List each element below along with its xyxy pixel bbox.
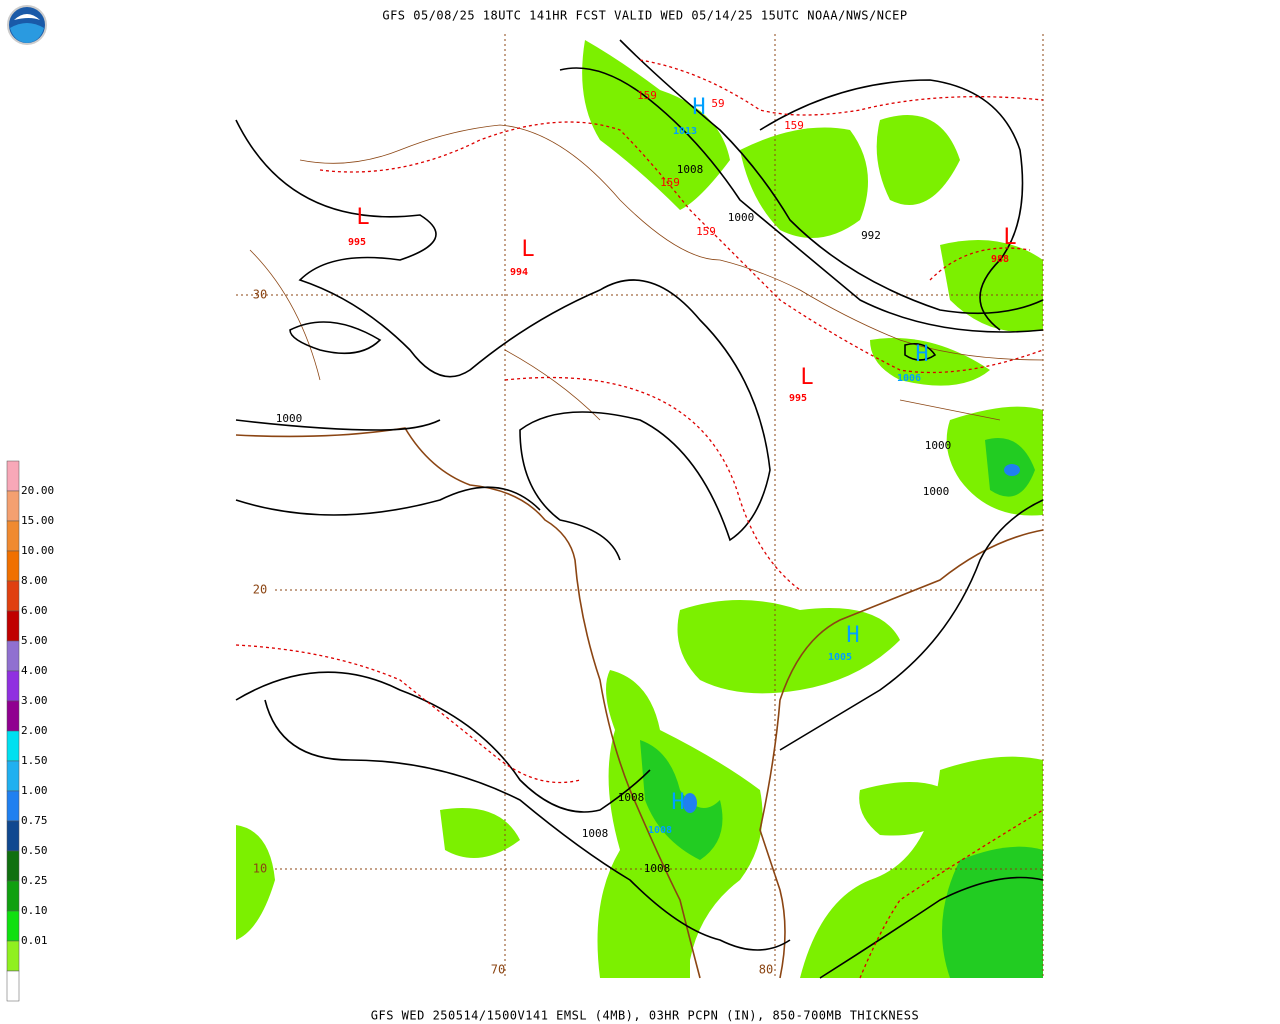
pressure-center-value: 988 — [991, 254, 1009, 265]
legend-swatch — [6, 850, 20, 882]
legend-label: 4.00 — [21, 664, 48, 677]
grid-label: 80 — [759, 963, 773, 977]
legend-label: 15.00 — [21, 514, 54, 527]
legend-label: 0.25 — [21, 874, 48, 887]
isobar-label: 1008 — [644, 862, 671, 875]
legend-label: 6.00 — [21, 604, 48, 617]
pressure-center-symbol: H — [846, 623, 859, 648]
header-title: GFS 05/08/25 18UTC 141HR FCST VALID WED … — [382, 9, 907, 23]
isobar-label: 1008 — [677, 163, 704, 176]
legend-swatch — [6, 670, 20, 702]
legend-swatch — [6, 550, 20, 582]
legend-swatch — [6, 610, 20, 642]
legend-label: 1.50 — [21, 754, 48, 767]
legend-label: 20.00 — [21, 484, 54, 497]
noaa-logo — [7, 5, 47, 45]
legend-swatch — [6, 490, 20, 522]
isobar-label: 1000 — [276, 412, 303, 425]
thickness-label: 159 — [637, 89, 657, 102]
pressure-center-symbol: H — [671, 790, 684, 815]
legend-label: 5.00 — [21, 634, 48, 647]
pressure-center-symbol: L — [1003, 225, 1016, 250]
legend-swatch — [6, 640, 20, 672]
thickness-contours — [235, 59, 1044, 979]
legend-label: 0.10 — [21, 904, 48, 917]
legend-swatch — [6, 700, 20, 732]
legend-swatch — [6, 820, 20, 852]
pressure-center-value: 1005 — [828, 652, 852, 663]
thickness-label: 159 — [660, 176, 680, 189]
legend-label: 2.00 — [21, 724, 48, 737]
legend-swatch — [6, 970, 20, 1002]
thickness-label: 159 — [784, 119, 804, 132]
isobar-label: 1000 — [728, 211, 755, 224]
legend-swatch — [6, 880, 20, 912]
isobar-label: 1008 — [582, 827, 609, 840]
pressure-center-value: 995 — [348, 237, 366, 248]
legend-label: 3.00 — [21, 694, 48, 707]
thickness-label: 59 — [711, 97, 724, 110]
legend-swatch — [6, 730, 20, 762]
pressure-center-symbol: L — [356, 205, 369, 230]
pressure-center-symbol: H — [915, 342, 928, 367]
legend-swatch — [6, 520, 20, 552]
legend-swatch — [6, 760, 20, 792]
legend-label: 10.00 — [21, 544, 54, 557]
pressure-center-value: 1008 — [648, 825, 672, 836]
grid-label: 10 — [253, 862, 267, 876]
thickness-label: 159 — [696, 225, 716, 238]
footer-caption: GFS WED 250514/1500V141 EMSL (4MB), 03HR… — [371, 1009, 919, 1023]
legend-label: 8.00 — [21, 574, 48, 587]
isobar-label: 1000 — [923, 485, 950, 498]
pressure-center-value: 1006 — [897, 373, 921, 384]
pressure-center-value: 994 — [510, 267, 528, 278]
legend-label: 0.75 — [21, 814, 48, 827]
legend-label: 0.01 — [21, 934, 48, 947]
legend-swatch — [6, 460, 20, 492]
pressure-center-symbol: H — [692, 95, 705, 120]
legend-swatch — [6, 790, 20, 822]
legend-swatch — [6, 910, 20, 942]
legend-label: 1.00 — [21, 784, 48, 797]
grid-label: 20 — [253, 583, 267, 597]
precipitation — [236, 40, 1043, 978]
isobar-label: 1008 — [618, 791, 645, 804]
legend: 20.00 15.00 10.00 8.00 6.00 5.00 4.00 3.00 2.00 1… — [6, 460, 54, 1002]
pressure-center-symbol: L — [521, 237, 534, 262]
pressure-center-value: 1013 — [673, 126, 697, 137]
pressure-center-value: 995 — [789, 393, 807, 404]
legend-swatch — [6, 580, 20, 612]
grid-label: 30 — [253, 288, 267, 302]
isobars — [235, 39, 1044, 979]
isobar-label: 1000 — [925, 439, 952, 452]
legend-label: 0.50 — [21, 844, 48, 857]
pressure-center-symbol: L — [800, 365, 813, 390]
grid-label: 70 — [491, 963, 505, 977]
legend-swatch — [6, 940, 20, 972]
isobar-label: 992 — [861, 229, 881, 242]
